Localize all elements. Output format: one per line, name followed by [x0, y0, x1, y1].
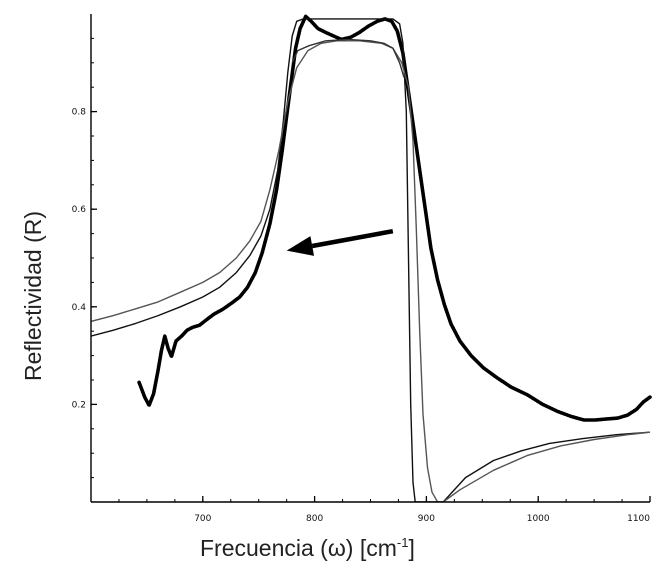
y-tick-label: 0.4 [72, 303, 87, 313]
y-axis-title: Reflectividad (R) [20, 211, 46, 381]
annotation-arrow-head [286, 236, 315, 256]
series-line-3 [91, 40, 651, 502]
annotation-arrow-shaft [311, 228, 394, 249]
x-tick-label: 700 [194, 514, 211, 524]
x-axis-title: Frecuencia (ω) [cm-1] [200, 535, 415, 561]
series-line-4 [291, 38, 405, 78]
x-tick-label: 900 [418, 514, 435, 524]
x-axis-title-main: Frecuencia (ω) [cm [200, 535, 397, 561]
x-axis-title-end: ] [408, 535, 414, 561]
axes: 0.2 0.4 0.6 0.8 700 800 900 1000 1100 [72, 14, 651, 524]
plot-lines [91, 14, 652, 502]
y-tick-label: 0.2 [72, 400, 86, 410]
series-line-2 [91, 18, 651, 502]
y-tick-label: 0.8 [72, 108, 87, 118]
annotations [286, 228, 394, 256]
y-tick-label: 0.6 [72, 205, 87, 215]
x-tick-label: 1000 [527, 514, 550, 524]
series-line-1 [137, 14, 652, 422]
x-tick-label: 1100 [627, 514, 650, 524]
x-axis-title-sup: -1 [397, 535, 409, 550]
x-tick-label: 800 [306, 514, 323, 524]
